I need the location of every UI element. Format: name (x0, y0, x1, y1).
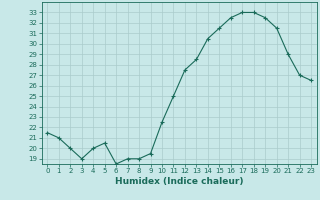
X-axis label: Humidex (Indice chaleur): Humidex (Indice chaleur) (115, 177, 244, 186)
